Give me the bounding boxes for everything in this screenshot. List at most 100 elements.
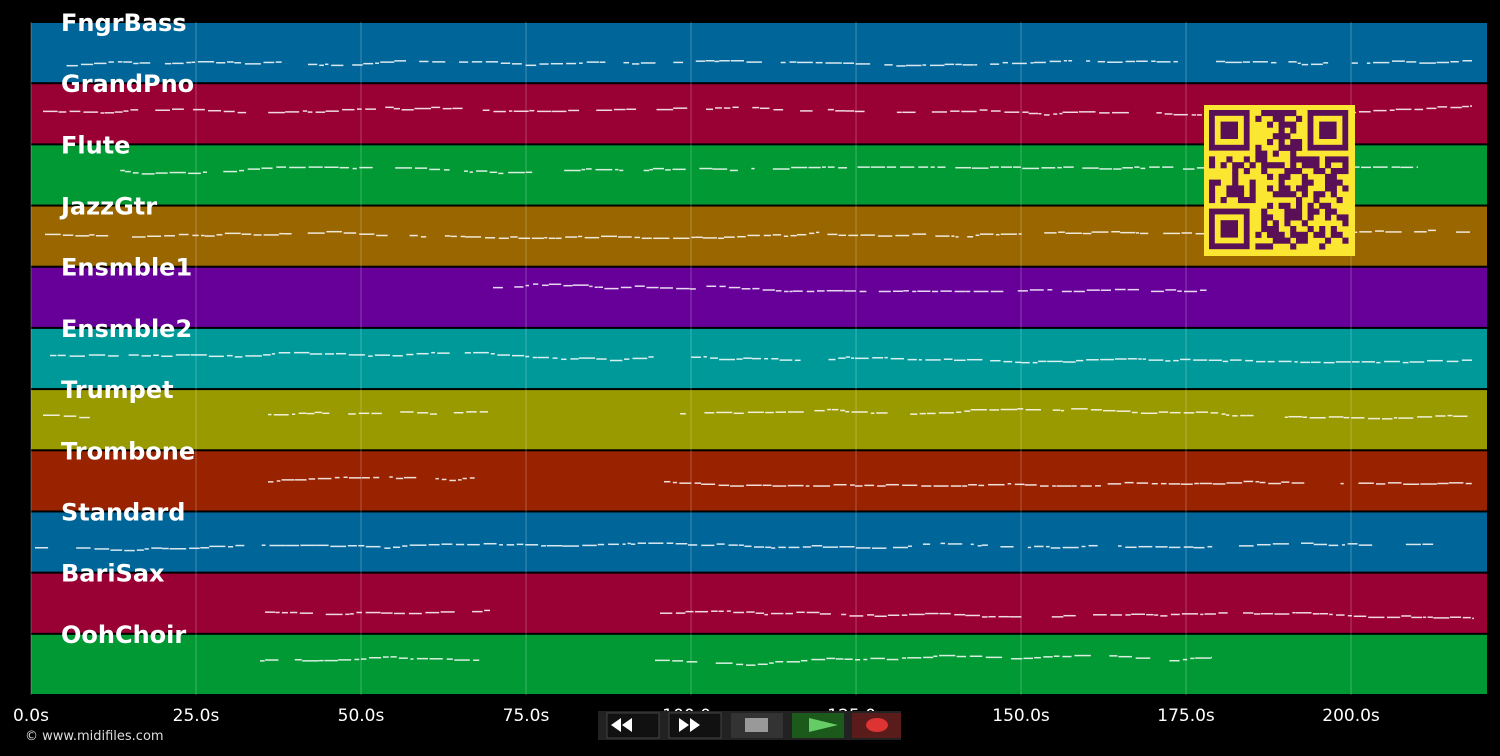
note <box>765 546 772 549</box>
note <box>43 110 58 113</box>
note <box>1080 485 1092 487</box>
qr-cell <box>1296 115 1303 122</box>
note <box>780 61 786 64</box>
note <box>826 289 844 292</box>
note <box>1097 60 1106 63</box>
note <box>896 65 906 67</box>
tick-label: 200.0s <box>1322 706 1380 726</box>
note <box>123 61 133 63</box>
note <box>660 612 673 614</box>
note <box>510 236 518 238</box>
note <box>69 110 81 113</box>
note <box>653 237 670 240</box>
note <box>1150 290 1164 293</box>
note <box>533 283 539 285</box>
note <box>431 351 436 354</box>
note <box>322 412 330 415</box>
note <box>955 166 972 169</box>
note <box>922 543 931 545</box>
qr-cell <box>1296 139 1303 146</box>
note <box>719 60 730 62</box>
note <box>164 235 176 237</box>
note <box>1215 60 1225 63</box>
qr-cell <box>1290 214 1297 221</box>
note <box>493 286 503 289</box>
note <box>1310 361 1321 364</box>
note <box>425 611 440 614</box>
note <box>563 284 573 287</box>
qr-finder <box>1220 121 1238 139</box>
note <box>1335 361 1351 363</box>
note <box>374 354 391 356</box>
note <box>100 112 105 114</box>
note <box>561 358 567 361</box>
qr-cell <box>1278 110 1285 117</box>
note <box>186 61 192 64</box>
note <box>764 357 769 360</box>
note <box>300 544 317 547</box>
qr-cell <box>1261 243 1268 250</box>
note <box>931 111 948 113</box>
note <box>1009 616 1022 618</box>
note <box>788 411 804 413</box>
note <box>245 355 262 357</box>
note <box>619 169 624 172</box>
note <box>1046 545 1050 548</box>
note <box>1082 232 1092 235</box>
note <box>66 64 78 67</box>
note <box>939 654 956 657</box>
note <box>1071 408 1088 410</box>
note <box>1021 361 1030 364</box>
note <box>613 108 626 111</box>
note <box>809 232 815 235</box>
note <box>1050 547 1061 549</box>
qr-cell <box>1336 168 1343 175</box>
note <box>1063 614 1076 617</box>
note <box>1013 166 1021 168</box>
note <box>1361 166 1372 169</box>
note <box>1142 358 1147 360</box>
qr-cell <box>1267 231 1274 238</box>
note <box>930 64 945 67</box>
note <box>1160 482 1167 485</box>
qr-cell <box>1296 185 1303 192</box>
track-row <box>31 390 1487 450</box>
qr-cell <box>1255 243 1262 250</box>
note <box>604 287 619 290</box>
note <box>324 166 339 169</box>
note <box>464 352 471 354</box>
qr-cell <box>1278 127 1285 134</box>
note <box>469 171 473 173</box>
note <box>827 233 838 236</box>
note <box>695 60 706 62</box>
note <box>978 484 985 487</box>
note <box>437 352 450 354</box>
qr-cell <box>1261 150 1268 157</box>
note <box>1116 410 1131 412</box>
note <box>1117 545 1122 547</box>
note <box>857 166 870 168</box>
note <box>679 482 692 484</box>
qr-cell <box>1301 156 1308 163</box>
qr-cell <box>1272 110 1279 117</box>
note <box>702 237 717 239</box>
qr-cell <box>1272 237 1279 244</box>
qr-cell <box>1325 237 1332 244</box>
qr-cell <box>1296 197 1303 204</box>
note <box>800 110 813 112</box>
note <box>950 485 962 487</box>
qr-cell <box>1330 226 1337 233</box>
qr-cell <box>1209 179 1216 186</box>
note <box>1351 62 1358 64</box>
note <box>318 659 324 662</box>
note <box>454 659 470 661</box>
note <box>1292 611 1296 614</box>
qr-cell <box>1290 243 1297 250</box>
note <box>792 290 803 292</box>
qr-cell <box>1284 214 1291 221</box>
note <box>335 352 347 355</box>
note <box>1351 417 1365 419</box>
note <box>1243 612 1254 614</box>
note <box>1156 112 1162 114</box>
note <box>223 110 235 113</box>
